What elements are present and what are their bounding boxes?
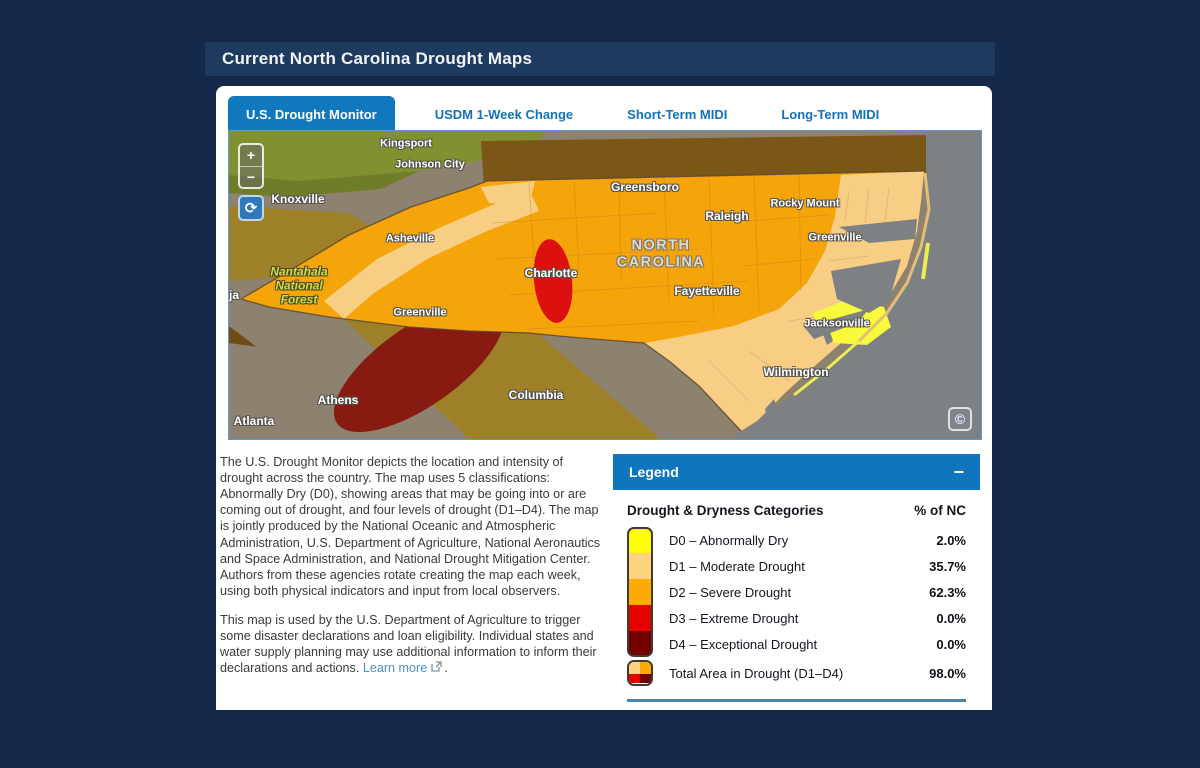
d4-label: D4 – Exceptional Drought	[669, 636, 818, 652]
page-title: Current North Carolina Drought Maps	[222, 49, 533, 68]
legend-collapse-button[interactable]: −	[953, 462, 964, 482]
d0-percent: 2.0%	[936, 532, 966, 548]
d4-percent: 0.0%	[936, 636, 966, 652]
legend-panel: Legend − Drought & Dryness Categories % …	[613, 454, 980, 702]
legend-column-headers: Drought & Dryness Categories % of NC	[627, 503, 966, 518]
total-drought-swatch	[627, 660, 653, 686]
tab-us-drought-monitor[interactable]: U.S. Drought Monitor	[228, 96, 395, 133]
d3-percent: 0.0%	[936, 610, 966, 626]
legend-header: Legend −	[613, 454, 980, 490]
total-swatch-d4	[640, 674, 651, 683]
total-label: Total Area in Drought (D1–D4)	[669, 665, 844, 681]
legend-row-d4: D4 – Exceptional Drought 0.0%	[627, 631, 966, 657]
legend-row-d1: D1 – Moderate Drought 35.7%	[627, 553, 966, 579]
legend-row-total: Total Area in Drought (D1–D4) 98.0%	[627, 659, 966, 687]
map-tabs: U.S. Drought Monitor USDM 1-Week Change …	[228, 96, 893, 133]
zoom-in-button[interactable]: +	[240, 145, 262, 167]
legend-row-d2: D2 – Severe Drought 62.3%	[627, 579, 966, 605]
legend-bottom-rule	[627, 699, 966, 702]
tab-short-term-midi[interactable]: Short-Term MIDI	[613, 96, 741, 133]
d0-swatch	[627, 527, 653, 553]
total-swatch-d3	[629, 674, 640, 683]
map-zoom-controls: + −	[238, 143, 264, 189]
learn-more-link[interactable]: Learn more	[362, 661, 428, 676]
total-percent: 98.0%	[929, 665, 966, 681]
legend-body: Drought & Dryness Categories % of NC D0 …	[613, 490, 980, 702]
tab-usdm-1-week-change[interactable]: USDM 1-Week Change	[421, 96, 587, 133]
description-paragraph-2-period: .	[444, 661, 448, 676]
external-link-icon	[431, 660, 442, 676]
d3-swatch	[627, 605, 653, 631]
d4-swatch	[627, 631, 653, 657]
drought-map[interactable]: Kingsport Johnson City Knoxville Greensb…	[228, 130, 982, 440]
tab-long-term-midi[interactable]: Long-Term MIDI	[767, 96, 893, 133]
total-swatch-d2	[640, 662, 651, 674]
description-paragraph-2-text: This map is used by the U.S. Department …	[220, 612, 597, 676]
legend-col-categories: Drought & Dryness Categories	[627, 503, 824, 518]
total-swatch-d1	[629, 662, 640, 674]
description-paragraph-2: This map is used by the U.S. Department …	[220, 612, 608, 676]
drought-maps-panel: U.S. Drought Monitor USDM 1-Week Change …	[216, 86, 992, 710]
d2-label: D2 – Severe Drought	[669, 584, 792, 600]
attribution-button[interactable]: ©	[948, 407, 972, 431]
reset-view-button[interactable]: ⟳	[238, 195, 264, 221]
zoom-out-button[interactable]: −	[240, 167, 262, 188]
legend-row-d0: D0 – Abnormally Dry 2.0%	[627, 527, 966, 553]
map-description: The U.S. Drought Monitor depicts the loc…	[220, 454, 608, 689]
description-paragraph-1: The U.S. Drought Monitor depicts the loc…	[220, 455, 601, 598]
d0-label: D0 – Abnormally Dry	[669, 532, 789, 548]
legend-col-percent: % of NC	[914, 503, 966, 518]
page-header: Current North Carolina Drought Maps	[205, 42, 995, 76]
d1-swatch	[627, 553, 653, 579]
d2-swatch	[627, 579, 653, 605]
legend-row-d3: D3 – Extreme Drought 0.0%	[627, 605, 966, 631]
d1-percent: 35.7%	[929, 558, 966, 574]
legend-title: Legend	[629, 464, 679, 480]
d3-label: D3 – Extreme Drought	[669, 610, 799, 626]
d2-percent: 62.3%	[929, 584, 966, 600]
d1-label: D1 – Moderate Drought	[669, 558, 805, 574]
drought-map-canvas	[229, 131, 981, 439]
